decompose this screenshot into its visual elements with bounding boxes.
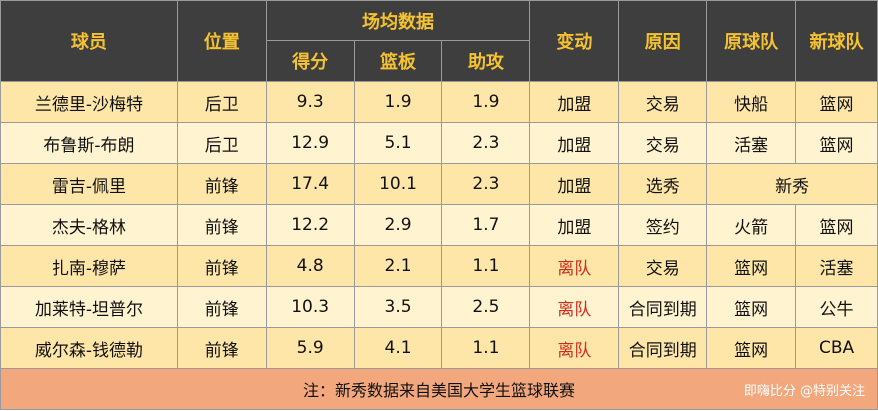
position-cell: 前锋 [176, 327, 267, 369]
reason-cell: 签约 [618, 204, 708, 246]
to-team-cell: 篮网 [795, 122, 878, 164]
table-row: 雷吉-佩里 前锋 17.4 10.1 2.3 加盟 选秀 新秀 [0, 163, 878, 205]
rebounds-cell: 10.1 [353, 163, 443, 205]
watermark: 即嗨比分 @特别关注 [743, 384, 865, 399]
change-cell: 离队 [529, 286, 620, 328]
player-cell: 雷吉-佩里 [0, 163, 178, 205]
reason-cell: 选秀 [618, 163, 708, 205]
change-cell: 离队 [529, 245, 620, 287]
from-team-cell: 火箭 [706, 204, 797, 246]
points-cell: 9.3 [265, 81, 355, 123]
points-cell: 12.2 [265, 204, 355, 246]
from-team-cell: 活塞 [706, 122, 797, 164]
points-cell: 5.9 [265, 327, 355, 369]
rebounds-cell: 1.9 [353, 81, 443, 123]
to-team-cell: 公牛 [795, 286, 878, 328]
header-to-team: 新球队 [795, 0, 878, 82]
header-position: 位置 [176, 0, 267, 82]
table-row: 杰夫-格林 前锋 12.2 2.9 1.7 加盟 签约 火箭 篮网 [0, 204, 878, 246]
player-cell: 杰夫-格林 [0, 204, 178, 246]
reason-cell: 交易 [618, 122, 708, 164]
player-cell: 加莱特-坦普尔 [0, 286, 178, 328]
assists-cell: 1.1 [441, 245, 531, 287]
to-team-cell: 篮网 [795, 81, 878, 123]
rebounds-cell: 4.1 [353, 327, 443, 369]
table-row: 扎南-穆萨 前锋 4.8 2.1 1.1 离队 交易 篮网 活塞 [0, 245, 878, 287]
change-cell: 离队 [529, 327, 620, 369]
reason-cell: 交易 [618, 245, 708, 287]
table-row: 兰德里-沙梅特 后卫 9.3 1.9 1.9 加盟 交易 快船 篮网 [0, 81, 878, 123]
rebounds-cell: 2.9 [353, 204, 443, 246]
rebounds-cell: 5.1 [353, 122, 443, 164]
assists-cell: 1.7 [441, 204, 531, 246]
header-reason: 原因 [618, 0, 708, 82]
from-team-cell: 快船 [706, 81, 797, 123]
header-from-team: 原球队 [706, 0, 797, 82]
header-rebounds: 篮板 [353, 40, 443, 82]
header-change: 变动 [529, 0, 620, 82]
header-points: 得分 [265, 40, 355, 82]
to-team-cell: 篮网 [795, 204, 878, 246]
assists-cell: 1.9 [441, 81, 531, 123]
player-cell: 布鲁斯-布朗 [0, 122, 178, 164]
change-cell: 加盟 [529, 204, 620, 246]
assists-cell: 1.1 [441, 327, 531, 369]
player-cell: 扎南-穆萨 [0, 245, 178, 287]
rebounds-cell: 3.5 [353, 286, 443, 328]
reason-cell: 合同到期 [618, 286, 708, 328]
assists-cell: 2.3 [441, 163, 531, 205]
position-cell: 后卫 [176, 81, 267, 123]
points-cell: 10.3 [265, 286, 355, 328]
position-cell: 后卫 [176, 122, 267, 164]
reason-cell: 合同到期 [618, 327, 708, 369]
assists-cell: 2.5 [441, 286, 531, 328]
points-cell: 4.8 [265, 245, 355, 287]
header-stats-group: 场均数据 [265, 0, 531, 41]
position-cell: 前锋 [176, 286, 267, 328]
table-row: 加莱特-坦普尔 前锋 10.3 3.5 2.5 离队 合同到期 篮网 公牛 [0, 286, 878, 328]
rookie-merged-cell: 新秀 [706, 163, 878, 205]
position-cell: 前锋 [176, 204, 267, 246]
change-cell: 加盟 [529, 122, 620, 164]
position-cell: 前锋 [176, 163, 267, 205]
to-team-cell: CBA [795, 327, 878, 369]
header-player: 球员 [0, 0, 178, 82]
table-row: 威尔森-钱德勒 前锋 5.9 4.1 1.1 离队 合同到期 篮网 CBA [0, 327, 878, 369]
from-team-cell: 篮网 [706, 286, 797, 328]
position-cell: 前锋 [176, 245, 267, 287]
to-team-cell: 活塞 [795, 245, 878, 287]
rebounds-cell: 2.1 [353, 245, 443, 287]
from-team-cell: 篮网 [706, 245, 797, 287]
assists-cell: 2.3 [441, 122, 531, 164]
player-cell: 兰德里-沙梅特 [0, 81, 178, 123]
note-row: 注：新秀数据来自美国大学生篮球联赛 即嗨比分 @特别关注 [0, 368, 878, 410]
table-row: 布鲁斯-布朗 后卫 12.9 5.1 2.3 加盟 交易 活塞 篮网 [0, 122, 878, 164]
change-cell: 加盟 [529, 163, 620, 205]
note-text: 注：新秀数据来自美国大学生篮球联赛 [302, 381, 575, 400]
reason-cell: 交易 [618, 81, 708, 123]
from-team-cell: 篮网 [706, 327, 797, 369]
note-cell: 注：新秀数据来自美国大学生篮球联赛 即嗨比分 @特别关注 [0, 368, 878, 410]
points-cell: 17.4 [265, 163, 355, 205]
player-cell: 威尔森-钱德勒 [0, 327, 178, 369]
points-cell: 12.9 [265, 122, 355, 164]
change-cell: 加盟 [529, 81, 620, 123]
header-assists: 助攻 [441, 40, 531, 82]
